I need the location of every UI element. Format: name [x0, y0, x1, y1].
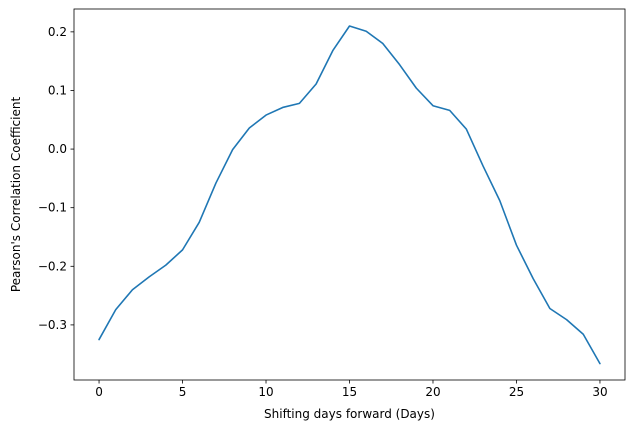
series-layer [98, 25, 601, 365]
x-tick-label: 15 [342, 385, 357, 399]
y-tick-label: −0.3 [38, 318, 67, 332]
x-axis-label: Shifting days forward (Days) [264, 407, 435, 421]
x-tick-label: 5 [179, 385, 187, 399]
y-axis-ticks: −0.3 −0.2 −0.1 0.0 0.1 0.2 [38, 25, 74, 332]
y-tick-label: 0.1 [48, 83, 67, 97]
x-tick-label: 10 [258, 385, 273, 399]
x-axis-ticks: 0 5 10 15 20 25 30 [95, 380, 608, 399]
plot-area-frame [73, 8, 626, 381]
y-tick-label: 0.0 [48, 142, 67, 156]
x-tick-label: 30 [592, 385, 607, 399]
x-tick-label: 20 [425, 385, 440, 399]
y-axis-label: Pearson's Correlation Coefficient [9, 97, 23, 293]
y-tick-label: 0.2 [48, 25, 67, 39]
y-tick-label: −0.2 [38, 259, 67, 273]
x-tick-label: 0 [95, 385, 103, 399]
x-tick-label: 25 [509, 385, 524, 399]
y-tick-label: −0.1 [38, 201, 67, 215]
series-line [98, 25, 601, 365]
